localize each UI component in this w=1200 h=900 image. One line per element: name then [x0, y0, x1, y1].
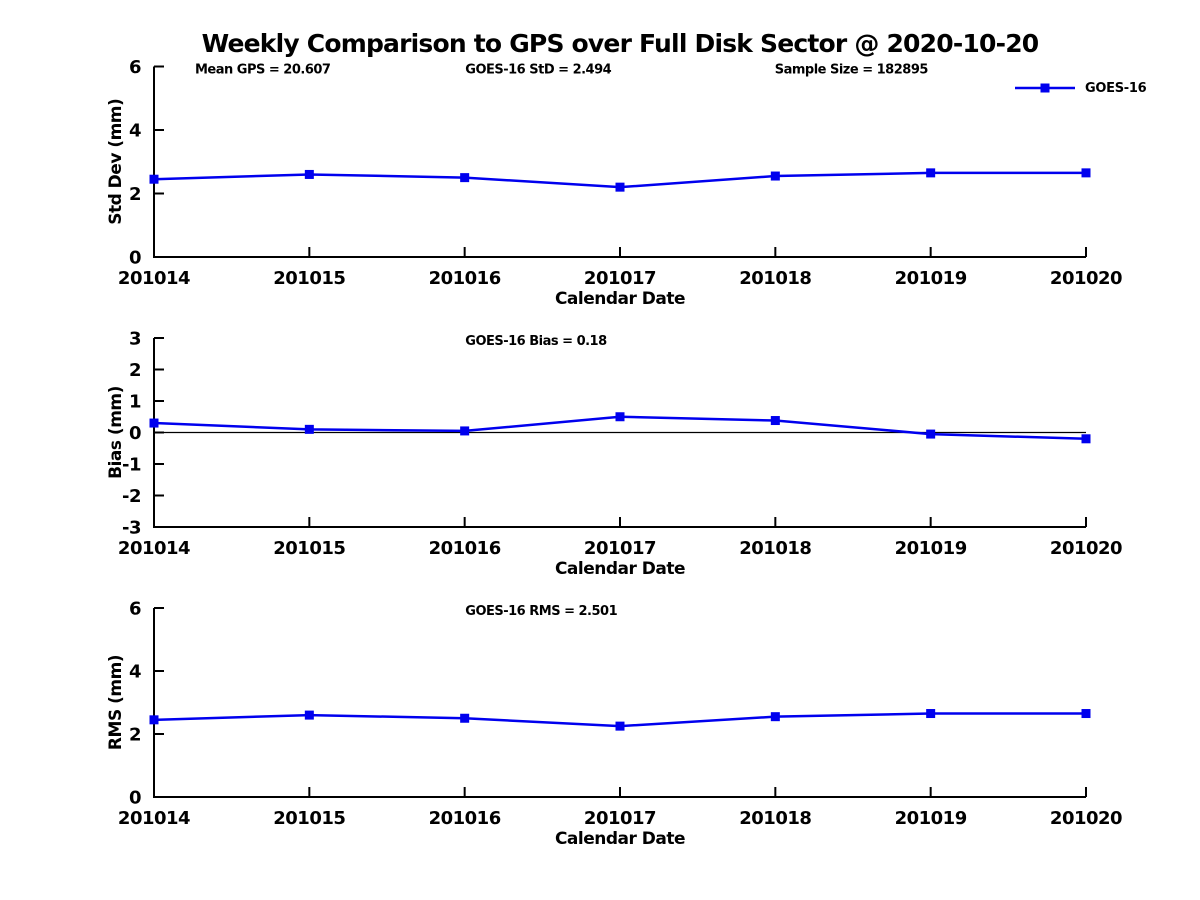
data-point-marker [615, 182, 625, 192]
y-tick-label: 2 [129, 184, 141, 205]
y-tick-label: 1 [129, 392, 141, 413]
annotation-rms: GOES-16 RMS = 2.501 [465, 604, 617, 619]
x-tick-label: 201016 [429, 538, 501, 559]
y-tick-label: 0 [129, 788, 141, 809]
x-tick-label: 201020 [1050, 268, 1122, 289]
y-tick-label: 2 [129, 360, 141, 381]
data-point-marker [615, 412, 625, 422]
x-tick-label: 201018 [739, 538, 811, 559]
data-point-marker [460, 426, 470, 436]
x-tick-label: 201018 [739, 268, 811, 289]
y-tick-label: -3 [122, 518, 141, 539]
annotation-std-dev: GOES-16 StD = 2.494 [465, 63, 611, 78]
x-tick-label: 201014 [118, 538, 190, 559]
x-tick-label: 201019 [895, 268, 967, 289]
x-axis-title: Calendar Date [555, 559, 685, 579]
x-tick-label: 201020 [1050, 538, 1122, 559]
x-tick-label: 201014 [118, 268, 190, 289]
data-point-marker [615, 721, 625, 731]
data-point-marker [304, 424, 314, 434]
y-tick-label: -1 [122, 455, 141, 476]
x-tick-label: 201016 [429, 268, 501, 289]
x-tick-label: 201020 [1050, 808, 1122, 829]
data-point-marker [1081, 434, 1091, 444]
chart-rms: 0 2 4 6 201014 201015 201016 201017 201018 201019… [106, 599, 1123, 850]
figure-title: Weekly Comparison to GPS over Full Disk … [201, 29, 1040, 58]
data-point-marker [770, 712, 780, 722]
x-tick-label: 201014 [118, 808, 190, 829]
y-tick-label: 0 [129, 248, 141, 269]
chart-bias: -3 -2 -1 0 1 2 3 201014 201015 201016 201017 201018… [106, 329, 1123, 580]
y-tick-label: 4 [129, 662, 141, 683]
y-tick-label: 3 [129, 329, 141, 350]
data-point-marker [149, 174, 159, 184]
axes-frame [153, 608, 1086, 798]
annotation-std-dev: Mean GPS = 20.607 [195, 63, 331, 78]
data-point-marker [1081, 168, 1091, 178]
x-tick-label: 201017 [584, 268, 656, 289]
legend-series-swatch-icon [1015, 83, 1075, 93]
y-axis-title: Std Dev (mm) [106, 99, 126, 225]
chart-std-dev: 0 2 4 6 201014 201015 201016 201017 201018 201019… [106, 57, 1123, 309]
y-tick-label: 4 [129, 121, 141, 142]
x-axis-title: Calendar Date [555, 829, 685, 849]
x-tick-label: 201019 [895, 538, 967, 559]
x-tick-label: 201019 [895, 808, 967, 829]
x-axis-title: Calendar Date [555, 289, 685, 309]
data-point-marker [770, 171, 780, 181]
data-point-marker [304, 710, 314, 720]
annotation-std-dev: Sample Size = 182895 [775, 63, 929, 78]
legend-square-marker-icon [1040, 83, 1050, 93]
data-point-marker [149, 418, 159, 428]
x-tick-label: 201015 [273, 808, 345, 829]
x-tick-label: 201016 [429, 808, 501, 829]
x-tick-label: 201015 [273, 538, 345, 559]
x-tick-label: 201017 [584, 538, 656, 559]
legend: GOES-16 [1014, 78, 1147, 98]
data-point-marker [770, 416, 780, 426]
x-tick-label: 201017 [584, 808, 656, 829]
y-tick-label: 2 [129, 725, 141, 746]
y-tick-label: 6 [129, 599, 141, 620]
data-point-marker [304, 169, 314, 179]
axes-frame [153, 66, 1086, 258]
legend-label: GOES-16 [1085, 80, 1147, 96]
data-point-marker [926, 709, 936, 719]
y-axis-title: RMS (mm) [106, 655, 126, 750]
y-tick-label: 0 [129, 423, 141, 444]
x-tick-label: 201015 [273, 268, 345, 289]
annotation-bias: GOES-16 Bias = 0.18 [465, 334, 607, 349]
data-point-marker [1081, 709, 1091, 719]
y-axis-title: Bias (mm) [106, 386, 126, 479]
data-point-marker [926, 168, 936, 178]
y-tick-label: -2 [122, 486, 141, 507]
y-tick-label: 6 [129, 57, 141, 78]
data-point-marker [149, 715, 159, 725]
data-point-marker [460, 713, 470, 723]
data-point-marker [926, 429, 936, 439]
x-tick-label: 201018 [739, 808, 811, 829]
data-point-marker [460, 173, 470, 183]
